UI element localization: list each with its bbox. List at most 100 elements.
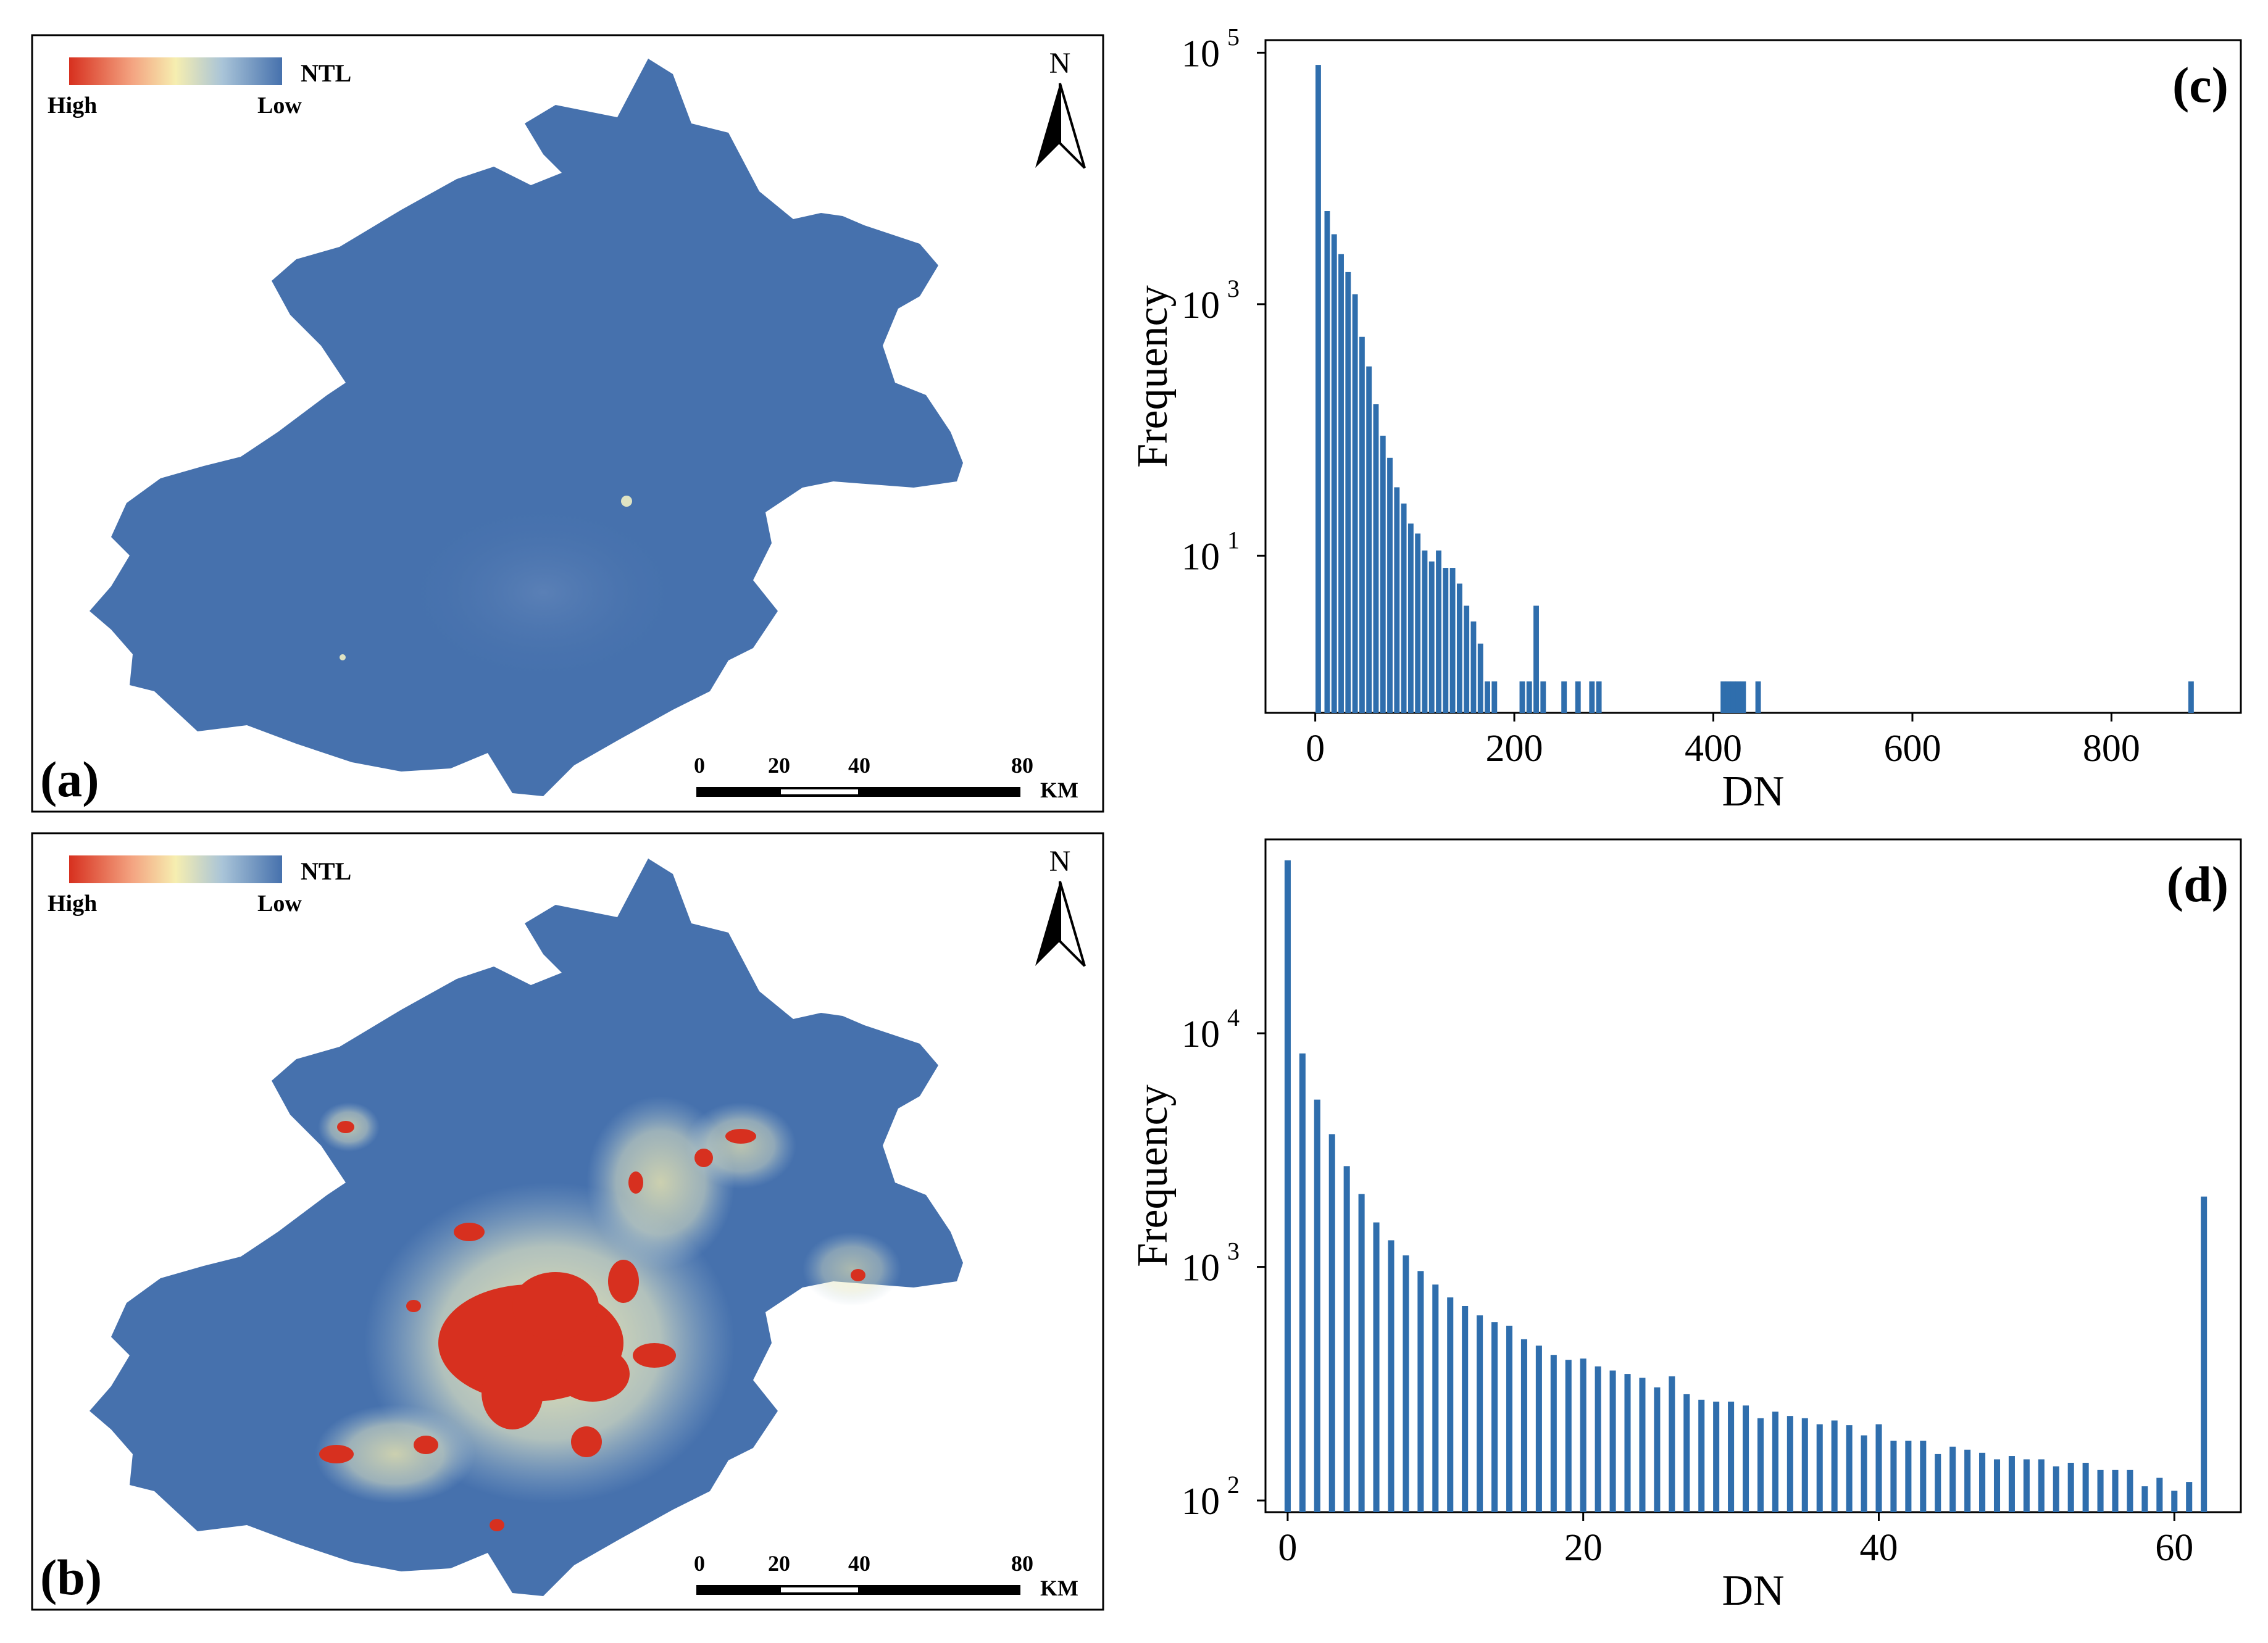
bar [1456, 583, 1462, 713]
map-b-urban-glow [315, 1405, 475, 1504]
x-tick-label: 0 [1306, 728, 1325, 770]
bar [1935, 1454, 1941, 1512]
scalebar-a-segment [781, 789, 858, 794]
y-tick-label: 10 [1182, 1247, 1220, 1289]
scalebar-b-bar [696, 1585, 1020, 1595]
bar [1519, 681, 1525, 713]
bar [2023, 1459, 2030, 1512]
bar [1875, 1424, 1882, 1512]
bar [1462, 1305, 1469, 1512]
bar [1343, 1166, 1350, 1512]
bar [1589, 681, 1595, 713]
bar [1654, 1387, 1661, 1512]
scalebar-b-tick: 0 [694, 1551, 705, 1576]
bar [1575, 681, 1581, 713]
bar [1772, 1412, 1778, 1512]
legend-a-high: High [48, 93, 97, 119]
bar [1949, 1446, 1956, 1512]
bar [1315, 65, 1321, 713]
x-tick-label: 400 [1685, 728, 1742, 770]
scalebar-b-tick: 80 [1011, 1551, 1033, 1576]
bar [1755, 681, 1761, 713]
bar [1786, 1416, 1793, 1512]
chart-c-xlabel: DN [1722, 768, 1784, 815]
y-tick-label: 10 [1182, 1481, 1220, 1523]
bar [2038, 1459, 2045, 1512]
bar [1373, 1222, 1380, 1512]
map-panel-b: NTL High Low N (b) 0 20 40 80 KM [31, 832, 1104, 1611]
legend-b-title: NTL [301, 857, 351, 885]
bar [1979, 1452, 1986, 1512]
y-tick-label: 10 [1182, 536, 1220, 578]
map-panel-a: NTL High Low N (a) 0 20 40 80 KM [31, 34, 1104, 813]
bar [2141, 1486, 2148, 1512]
bar [1713, 1401, 1720, 1512]
bar [1485, 681, 1490, 713]
bar [1338, 254, 1344, 713]
bar [2067, 1463, 2074, 1512]
bar [2186, 1482, 2193, 1512]
y-tick-exponent: 4 [1227, 1004, 1240, 1031]
chart-d-xticks: 0 20 40 60 [1278, 1512, 2193, 1569]
bar [1359, 336, 1365, 713]
bar [1595, 1366, 1601, 1512]
bar [1422, 550, 1428, 713]
scalebar-a-unit: KM [1040, 778, 1078, 802]
scalebar-a-bar [696, 787, 1020, 797]
map-a-bright-spot [340, 654, 346, 660]
bar [1345, 272, 1351, 713]
bar [1477, 643, 1483, 713]
bar [1415, 533, 1421, 713]
chart-c-frame [1264, 39, 2242, 714]
chart-d-panel-label: (d) [2167, 856, 2228, 912]
y-tick-label: 10 [1182, 1013, 1220, 1055]
y-tick-label: 10 [1182, 285, 1220, 327]
bar [1491, 1322, 1498, 1512]
bar [1388, 1240, 1395, 1512]
chart-c-xticks: 0 200 400 600 800 [1306, 713, 2140, 770]
bar [1314, 1099, 1320, 1512]
scalebar-a-tick: 80 [1011, 753, 1033, 778]
north-arrow-icon [1035, 83, 1086, 169]
bar [2188, 681, 2194, 713]
bar [1831, 1420, 1838, 1512]
bar [1407, 523, 1414, 713]
scalebar-b-tick: 40 [848, 1551, 870, 1576]
bar [1550, 1355, 1557, 1512]
map-b-urban-glow [685, 1102, 796, 1189]
bar [1565, 1360, 1572, 1512]
bar [1520, 1339, 1527, 1512]
bar [1284, 860, 1291, 1512]
y-tick-exponent: 3 [1227, 275, 1240, 302]
bar [1380, 435, 1386, 713]
bar [1920, 1441, 1927, 1512]
bar [1533, 605, 1539, 713]
bar [1443, 568, 1449, 713]
bar [1846, 1425, 1853, 1512]
scalebar-a-tick: 40 [848, 753, 870, 778]
map-b-urban-cores [319, 1121, 865, 1531]
bar [1447, 1297, 1454, 1512]
bar [2156, 1478, 2163, 1512]
bar [1436, 550, 1441, 713]
bar [1993, 1459, 2001, 1512]
bar [1358, 1194, 1365, 1512]
map-a-faint-glow [401, 500, 685, 685]
bar [1905, 1441, 1912, 1512]
map-b-urban-glow [803, 1232, 901, 1306]
bar [1561, 681, 1567, 713]
bar [1816, 1424, 1823, 1512]
legend-a-colorbar [69, 57, 282, 85]
x-tick-label: 600 [1883, 728, 1941, 770]
y-tick-exponent: 3 [1227, 1237, 1240, 1265]
legend-b-high: High [48, 891, 97, 917]
bar [1373, 404, 1379, 713]
bar [1464, 605, 1470, 713]
bar [2171, 1491, 2178, 1512]
bar [1328, 1134, 1335, 1512]
bar [1740, 681, 1746, 713]
chart-c-panel-label: (c) [2172, 57, 2228, 113]
